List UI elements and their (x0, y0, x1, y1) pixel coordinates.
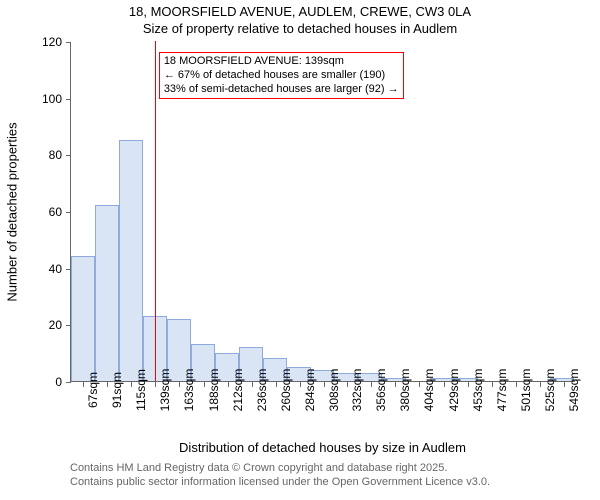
x-tick-label: 139sqm (158, 369, 172, 412)
x-tick-mark (564, 382, 565, 387)
annotation-line: 18 MOORSFIELD AVENUE: 139sqm (164, 55, 399, 69)
y-tick-label: 20 (0, 318, 62, 332)
x-tick-label: 260sqm (279, 369, 293, 412)
footer-line-2: Contains public sector information licen… (70, 476, 490, 490)
x-tick-label: 115sqm (134, 369, 148, 411)
x-tick-label: 212sqm (231, 369, 245, 412)
footer-line-1: Contains HM Land Registry data © Crown c… (70, 462, 490, 476)
y-tick-mark (66, 99, 71, 100)
x-tick-label: 188sqm (207, 369, 221, 412)
y-tick-mark (66, 212, 71, 213)
x-tick-mark (395, 382, 396, 387)
reference-line (155, 41, 156, 381)
y-tick-mark (66, 155, 71, 156)
x-tick-mark (444, 382, 445, 387)
x-tick-mark (324, 382, 325, 387)
x-tick-label: 163sqm (182, 369, 196, 412)
x-tick-label: 356sqm (374, 369, 388, 412)
x-tick-label: 284sqm (303, 369, 317, 412)
annotation-line: ← 67% of detached houses are smaller (19… (164, 69, 399, 83)
x-tick-mark (228, 382, 229, 387)
y-tick-label: 40 (0, 262, 62, 276)
chart-title: 18, MOORSFIELD AVENUE, AUDLEM, CREWE, CW… (0, 4, 600, 38)
x-tick-label: 525sqm (543, 369, 557, 412)
x-axis-label: Distribution of detached houses by size … (70, 440, 575, 455)
x-tick-label: 308sqm (327, 369, 341, 412)
x-tick-mark (83, 382, 84, 387)
chart-container: 18, MOORSFIELD AVENUE, AUDLEM, CREWE, CW… (0, 0, 600, 500)
x-tick-mark (419, 382, 420, 387)
x-tick-label: 429sqm (447, 369, 461, 412)
x-tick-mark (468, 382, 469, 387)
x-tick-mark (371, 382, 372, 387)
x-tick-label: 453sqm (471, 369, 485, 412)
x-tick-mark (276, 382, 277, 387)
x-tick-label: 549sqm (567, 369, 581, 412)
y-tick-mark (66, 42, 71, 43)
histogram-bar (95, 205, 119, 381)
x-tick-mark (516, 382, 517, 387)
x-tick-mark (155, 382, 156, 387)
annotation-box: 18 MOORSFIELD AVENUE: 139sqm← 67% of det… (159, 52, 404, 99)
x-tick-label: 332sqm (350, 369, 364, 412)
y-tick-label: 120 (0, 35, 62, 49)
x-tick-mark (107, 382, 108, 387)
x-tick-mark (347, 382, 348, 387)
histogram-bar (71, 256, 95, 381)
plot-area: 18 MOORSFIELD AVENUE: 139sqm← 67% of det… (70, 42, 575, 382)
x-tick-mark (540, 382, 541, 387)
x-tick-label: 380sqm (398, 369, 412, 412)
title-line-2: Size of property relative to detached ho… (0, 21, 600, 38)
x-tick-label: 91sqm (110, 372, 124, 408)
footer-text: Contains HM Land Registry data © Crown c… (70, 462, 490, 490)
y-tick-label: 100 (0, 92, 62, 106)
x-tick-label: 236sqm (255, 369, 269, 412)
x-tick-label: 67sqm (86, 372, 100, 408)
x-tick-mark (252, 382, 253, 387)
x-tick-label: 501sqm (519, 369, 533, 412)
annotation-line: 33% of semi-detached houses are larger (… (164, 83, 399, 97)
x-tick-mark (204, 382, 205, 387)
title-line-1: 18, MOORSFIELD AVENUE, AUDLEM, CREWE, CW… (0, 4, 600, 21)
y-tick-mark (66, 382, 71, 383)
y-tick-label: 80 (0, 148, 62, 162)
x-tick-mark (492, 382, 493, 387)
y-tick-label: 0 (0, 375, 62, 389)
x-tick-label: 477sqm (495, 369, 509, 412)
x-tick-mark (131, 382, 132, 387)
x-tick-label: 404sqm (422, 369, 436, 412)
y-tick-label: 60 (0, 205, 62, 219)
x-tick-mark (300, 382, 301, 387)
histogram-bar (119, 140, 143, 381)
x-tick-mark (179, 382, 180, 387)
